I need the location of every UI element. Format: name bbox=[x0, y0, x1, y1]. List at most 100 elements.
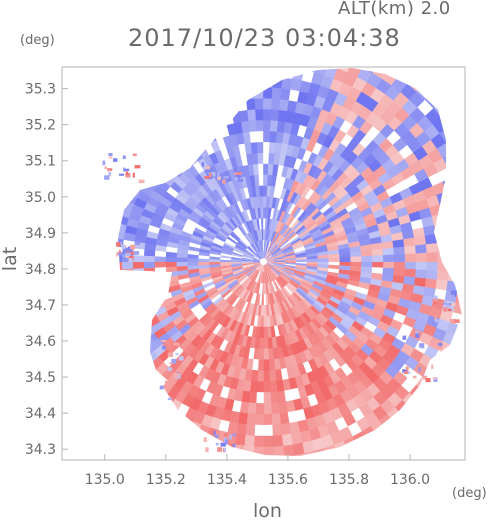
velocity-bin bbox=[334, 33, 349, 47]
velocity-bin bbox=[457, 282, 469, 294]
clutter-speck bbox=[133, 173, 135, 178]
clutter-speck bbox=[238, 179, 244, 182]
clutter-speck bbox=[225, 439, 228, 444]
velocity-bin bbox=[449, 262, 460, 272]
clutter-speck bbox=[206, 166, 211, 169]
velocity-bin bbox=[108, 309, 121, 320]
velocity-bin bbox=[260, 185, 264, 196]
velocity-bin bbox=[264, 33, 276, 44]
clutter-speck bbox=[222, 180, 226, 184]
velocity-bin bbox=[264, 338, 269, 349]
clutter-speck bbox=[236, 177, 238, 180]
velocity-bin bbox=[408, 432, 424, 448]
velocity-bin bbox=[86, 108, 102, 124]
velocity-bin bbox=[78, 252, 89, 262]
velocity-bin bbox=[132, 400, 147, 415]
clutter-speck bbox=[220, 179, 222, 183]
velocity-bin bbox=[328, 455, 342, 469]
velocity-bin bbox=[227, 89, 238, 101]
velocity-bin bbox=[246, 98, 255, 110]
velocity-bin bbox=[133, 255, 144, 262]
velocity-bin bbox=[105, 138, 120, 153]
velocity-bin bbox=[338, 451, 352, 465]
velocity-bin bbox=[264, 305, 267, 316]
velocity-bin bbox=[471, 250, 482, 261]
clutter-speck bbox=[125, 253, 131, 256]
velocity-bin bbox=[144, 255, 155, 261]
velocity-bin bbox=[117, 401, 132, 416]
clutter-speck bbox=[210, 164, 214, 166]
velocity-bin bbox=[84, 149, 99, 164]
velocity-bin bbox=[287, 488, 301, 500]
velocity-bin bbox=[382, 438, 398, 454]
velocity-bin bbox=[357, 42, 373, 57]
velocity-bin bbox=[187, 262, 198, 266]
velocity-bin bbox=[103, 294, 116, 305]
velocity-bin bbox=[201, 119, 212, 132]
velocity-bin bbox=[204, 38, 218, 51]
velocity-bin bbox=[98, 199, 111, 211]
velocity-bin bbox=[149, 58, 164, 73]
velocity-bin bbox=[80, 182, 94, 195]
velocity-bin bbox=[66, 322, 80, 336]
y-tick-label: 34.9 bbox=[25, 226, 56, 242]
velocity-bin bbox=[259, 174, 264, 185]
clutter-speck bbox=[204, 176, 209, 179]
velocity-bin bbox=[264, 414, 273, 425]
velocity-bin bbox=[443, 211, 456, 223]
velocity-bin bbox=[287, 23, 301, 35]
clutter-speck bbox=[454, 319, 460, 323]
clutter-speck bbox=[217, 447, 222, 452]
velocity-bin bbox=[448, 163, 463, 178]
velocity-bin bbox=[124, 319, 137, 331]
velocity-bin bbox=[93, 100, 109, 116]
velocity-bin bbox=[468, 355, 483, 371]
velocity-bin bbox=[438, 262, 449, 272]
velocity-bin bbox=[155, 403, 169, 417]
velocity-bin bbox=[185, 455, 199, 469]
velocity-bin bbox=[271, 403, 280, 415]
clutter-speck bbox=[124, 169, 130, 171]
clutter-speck bbox=[202, 162, 205, 167]
velocity-bin bbox=[415, 270, 427, 279]
clutter-speck bbox=[443, 303, 447, 305]
velocity-bin bbox=[89, 164, 103, 178]
clutter-speck bbox=[450, 319, 452, 322]
velocity-bin bbox=[81, 134, 96, 149]
velocity-bin bbox=[71, 300, 84, 312]
velocity-bin bbox=[90, 279, 102, 289]
velocity-bin bbox=[100, 253, 111, 262]
velocity-bin bbox=[304, 451, 317, 464]
velocity-bin bbox=[154, 135, 167, 149]
velocity-bin bbox=[481, 273, 491, 286]
velocity-bin bbox=[181, 156, 193, 169]
clutter-speck bbox=[139, 180, 145, 184]
velocity-bin bbox=[272, 87, 282, 99]
velocity-bin bbox=[167, 138, 180, 151]
velocity-bin bbox=[133, 94, 148, 109]
velocity-bin bbox=[110, 84, 126, 100]
velocity-bin bbox=[264, 425, 273, 436]
velocity-bin bbox=[426, 270, 438, 280]
velocity-bin bbox=[273, 446, 284, 458]
velocity-bin bbox=[438, 252, 449, 262]
velocity-bin bbox=[144, 273, 156, 280]
velocity-bin bbox=[276, 22, 289, 34]
velocity-bin bbox=[447, 371, 462, 387]
clutter-speck bbox=[431, 365, 433, 369]
clutter-speck bbox=[169, 362, 172, 364]
clutter-speck bbox=[123, 155, 126, 159]
velocity-bin bbox=[144, 262, 155, 268]
velocity-bin bbox=[197, 109, 209, 122]
velocity-bin bbox=[456, 219, 469, 231]
velocity-bin bbox=[149, 295, 161, 304]
velocity-bin bbox=[148, 140, 162, 154]
velocity-bin bbox=[311, 27, 326, 41]
velocity-bin bbox=[254, 76, 264, 87]
x-tick-label: 135.8 bbox=[329, 472, 369, 488]
velocity-bin bbox=[209, 262, 220, 265]
clutter-speck bbox=[162, 346, 166, 350]
velocity-bin bbox=[473, 164, 488, 180]
velocity-bin bbox=[78, 271, 90, 281]
velocity-bin bbox=[66, 187, 80, 201]
